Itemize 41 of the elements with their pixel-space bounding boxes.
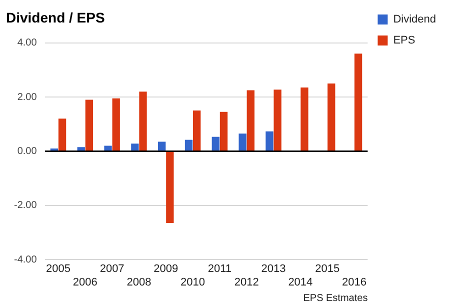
bar bbox=[104, 146, 112, 150]
bar bbox=[274, 90, 282, 150]
chart-title: Dividend / EPS bbox=[6, 9, 105, 26]
y-tick-label: 4.00 bbox=[17, 38, 38, 49]
bar bbox=[58, 118, 66, 150]
bar bbox=[139, 92, 147, 150]
y-tick-label: -4.00 bbox=[14, 254, 38, 266]
bar bbox=[112, 98, 120, 150]
x-axis-title: EPS Estmates bbox=[303, 292, 368, 304]
bar bbox=[77, 147, 85, 150]
legend-label: EPS bbox=[393, 34, 416, 47]
x-tick-label: 2005 bbox=[46, 263, 70, 276]
bar bbox=[184, 140, 193, 150]
bar bbox=[166, 152, 174, 224]
x-tick-label: 2010 bbox=[180, 276, 206, 288]
x-tick-label: 2014 bbox=[288, 276, 313, 288]
bar bbox=[85, 100, 94, 150]
bar bbox=[220, 112, 228, 150]
x-tick-label: 2015 bbox=[315, 263, 340, 276]
x-tick-label: 2006 bbox=[72, 276, 98, 288]
bar bbox=[246, 90, 254, 150]
bar bbox=[238, 134, 246, 150]
x-tick-label: 2011 bbox=[208, 263, 232, 276]
bar bbox=[300, 88, 308, 150]
bar bbox=[328, 83, 336, 150]
y-tick-label: 0.00 bbox=[17, 146, 38, 157]
legend-label: Dividend bbox=[393, 14, 436, 26]
bar bbox=[266, 131, 274, 150]
bar bbox=[354, 54, 362, 150]
y-tick-label: -2.00 bbox=[14, 200, 38, 212]
x-tick-label: 2009 bbox=[154, 263, 178, 276]
bar bbox=[158, 142, 166, 150]
x-tick-label: 2007 bbox=[100, 263, 124, 276]
y-tick-label: 2.00 bbox=[17, 92, 38, 103]
x-tick-label: 2012 bbox=[234, 276, 259, 288]
x-tick-label: 2008 bbox=[126, 276, 152, 288]
bar bbox=[212, 136, 220, 150]
bar bbox=[192, 110, 201, 150]
bar bbox=[131, 144, 139, 150]
x-tick-label: 2016 bbox=[342, 276, 366, 288]
x-tick-label: 2013 bbox=[261, 263, 286, 276]
